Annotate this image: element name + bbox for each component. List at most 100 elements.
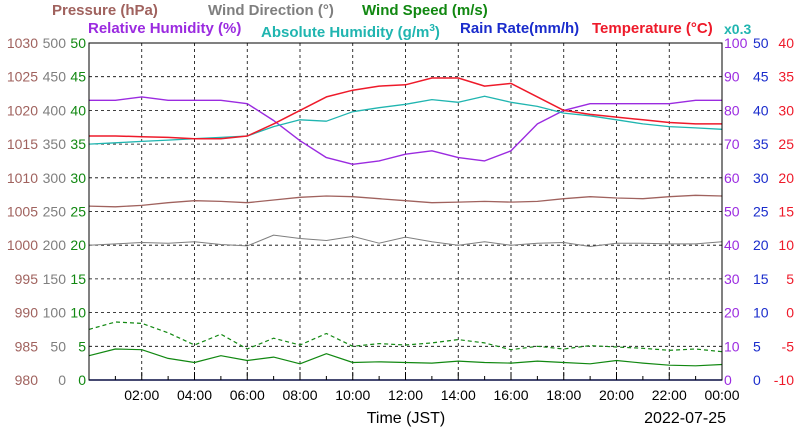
x-tick-label: 02:00	[124, 387, 159, 403]
header-absolute-humidity-suffix: )	[434, 24, 440, 41]
y-tick-label-relative-humidity: 100	[724, 35, 748, 51]
y-tick-label-temperature: 40	[778, 35, 794, 51]
y-tick-label-wind-direction: 300	[43, 170, 67, 186]
y-tick-label-relative-humidity: 90	[724, 69, 740, 85]
y-tick-label-rain-rate: 5	[753, 338, 761, 354]
x-tick-label: 18:00	[546, 387, 581, 403]
y-tick-label-wind-speed: 5	[78, 338, 86, 354]
y-tick-label-relative-humidity: 60	[724, 170, 740, 186]
y-tick-label-wind-direction: 200	[43, 237, 67, 253]
y-tick-label-relative-humidity: 80	[724, 102, 740, 118]
y-tick-label-wind-direction: 350	[43, 136, 67, 152]
y-tick-label-rain-rate: 25	[753, 204, 769, 220]
x-tick-label: 16:00	[493, 387, 528, 403]
y-tick-label-wind-speed: 15	[70, 271, 86, 287]
x-axis-ticks: 02:00 04:00 06:00 08:00 10:00 12:00 14:00 16:00…	[114, 372, 740, 403]
y-tick-label-wind-speed: 50	[70, 35, 86, 51]
y-tick-label-relative-humidity: 70	[724, 136, 740, 152]
y-tick-label-pressure: 1010	[7, 170, 38, 186]
y-tick-label-wind-direction: 100	[43, 305, 67, 321]
series-line-wind-direction	[88, 234, 723, 247]
header-absolute-humidity-prefix: Absolute Humidity (g/m	[261, 24, 430, 41]
y-tick-label-wind-speed: 35	[70, 136, 86, 152]
y-axes-labels: 9809859909951000100510101015102010251030…	[7, 35, 794, 388]
y-tick-label-rain-rate: 35	[753, 136, 769, 152]
y-tick-label-wind-direction: 0	[58, 372, 66, 388]
y-tick-label-wind-speed: 0	[78, 372, 86, 388]
y-tick-label-wind-speed: 45	[70, 69, 86, 85]
x-tick-label: 20:00	[599, 387, 634, 403]
x-tick-label: 04:00	[177, 387, 212, 403]
y-tick-label-pressure: 995	[15, 271, 39, 287]
chart-grid	[89, 43, 722, 380]
header-rain-scale: x0.3	[724, 21, 752, 37]
y-tick-label-temperature: -10	[774, 372, 794, 388]
header-wind-speed: Wind Speed (m/s)	[362, 2, 488, 19]
y-tick-label-temperature: 15	[778, 204, 794, 220]
series-line-wind-speed-m-s	[88, 348, 723, 367]
y-tick-label-rain-rate: 15	[753, 271, 769, 287]
y-tick-label-wind-speed: 40	[70, 102, 86, 118]
y-tick-label-wind-direction: 50	[50, 338, 66, 354]
header-temperature: Temperature (°C)	[592, 20, 713, 37]
y-tick-label-rain-rate: 40	[753, 102, 769, 118]
y-tick-label-wind-speed: 10	[70, 305, 86, 321]
series-line-pressure-hpa	[88, 194, 723, 208]
x-tick-label: 06:00	[230, 387, 265, 403]
x-tick-label: 12:00	[388, 387, 423, 403]
y-tick-label-wind-direction: 500	[43, 35, 67, 51]
y-tick-label-rain-rate: 30	[753, 170, 769, 186]
x-tick-label: 22:00	[652, 387, 687, 403]
y-tick-label-temperature: 30	[778, 102, 794, 118]
y-tick-label-relative-humidity: 30	[724, 271, 740, 287]
x-axis-label: Time (JST)	[367, 410, 446, 427]
y-tick-label-wind-direction: 400	[43, 102, 67, 118]
y-tick-label-pressure: 1030	[7, 35, 38, 51]
y-tick-label-rain-rate: 50	[753, 35, 769, 51]
series-line-relative-humidity	[89, 96, 722, 166]
y-tick-label-wind-speed: 25	[70, 204, 86, 220]
x-tick-label: 08:00	[282, 387, 317, 403]
header-absolute-humidity: Absolute Humidity (g/m3)	[261, 20, 440, 42]
y-tick-label-wind-direction: 150	[43, 271, 67, 287]
y-tick-label-pressure: 990	[15, 305, 39, 321]
x-tick-label: 10:00	[335, 387, 370, 403]
chart-date: 2022-07-25	[644, 410, 726, 427]
y-tick-label-temperature: -5	[782, 338, 795, 354]
y-tick-label-relative-humidity: 20	[724, 305, 740, 321]
chart-series	[88, 77, 723, 381]
y-tick-label-pressure: 980	[15, 372, 39, 388]
y-tick-label-rain-rate: 45	[753, 69, 769, 85]
y-tick-label-pressure: 1000	[7, 237, 38, 253]
y-tick-label-wind-direction: 250	[43, 204, 67, 220]
y-tick-label-relative-humidity: 0	[724, 372, 732, 388]
y-tick-label-relative-humidity: 10	[724, 338, 740, 354]
y-tick-label-temperature: 5	[786, 271, 794, 287]
series-line-wind-speed-m-s-gust	[88, 321, 723, 353]
y-tick-label-temperature: 35	[778, 69, 794, 85]
y-tick-label-temperature: 25	[778, 136, 794, 152]
y-tick-label-relative-humidity: 50	[724, 204, 740, 220]
y-tick-label-rain-rate: 10	[753, 305, 769, 321]
x-tick-label: 14:00	[441, 387, 476, 403]
header-rain-rate: Rain Rate(mm/h)	[460, 20, 580, 37]
header-pressure: Pressure (hPa)	[52, 2, 158, 19]
x-tick-label: 00:00	[704, 387, 739, 403]
header-absolute-humidity-sup: 3	[429, 23, 435, 34]
y-tick-label-pressure: 985	[15, 338, 39, 354]
y-tick-label-wind-direction: 450	[43, 69, 67, 85]
header-wind-direction: Wind Direction (°)	[208, 2, 334, 19]
series-line-temperature-c	[89, 77, 722, 140]
y-tick-label-rain-rate: 20	[753, 237, 769, 253]
y-tick-label-rain-rate: 0	[753, 372, 761, 388]
y-tick-label-relative-humidity: 40	[724, 237, 740, 253]
y-tick-label-pressure: 1015	[7, 136, 38, 152]
header-relative-humidity: Relative Humidity (%)	[88, 20, 242, 37]
y-tick-label-temperature: 0	[786, 305, 794, 321]
y-tick-label-temperature: 10	[778, 237, 794, 253]
y-tick-label-wind-speed: 30	[70, 170, 86, 186]
y-tick-label-temperature: 20	[778, 170, 794, 186]
y-tick-label-pressure: 1025	[7, 69, 38, 85]
y-tick-label-pressure: 1005	[7, 204, 38, 220]
y-tick-label-pressure: 1020	[7, 102, 38, 118]
